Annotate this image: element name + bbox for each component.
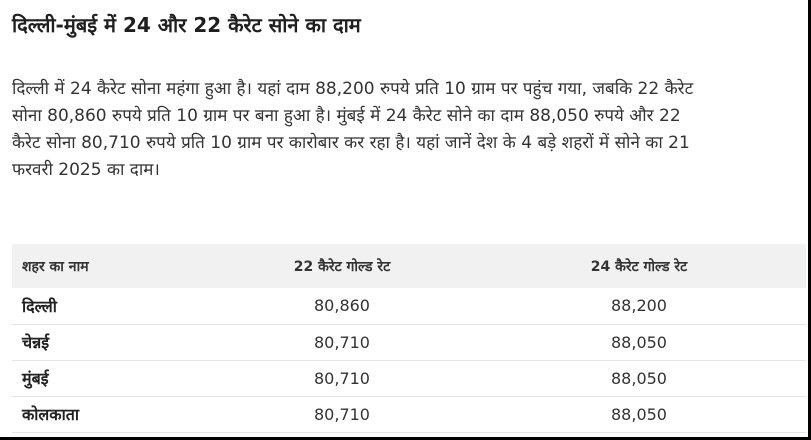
table-row: चेन्नई 80,710 88,050 [12,324,806,360]
rate-24k: 88,050 [611,332,667,352]
rate-22k: 80,860 [314,296,370,316]
table-body: दिल्ली 80,860 88,200 चेन्नई 80,710 88,05… [12,288,806,432]
rate-22k: 80,710 [314,404,370,424]
article-paragraph: दिल्ली में 24 कैरेट सोना महंगा हुआ है। य… [12,76,798,184]
table-row: कोलकाता 80,710 88,050 [12,396,806,432]
table-header: शहर का नाम 22 कैरेट गोल्ड रेट 24 कैरेट ग… [12,244,806,288]
city-name: मुंबई [22,369,49,388]
rate-22k: 80,710 [314,368,370,388]
rate-24k: 88,050 [611,404,667,424]
rate-24k: 88,200 [611,296,667,316]
rate-22k: 80,710 [314,332,370,352]
paragraph-line: कैरेट सोना 80,710 रुपये प्रति 10 ग्राम प… [12,133,690,153]
gold-rate-table: शहर का नाम 22 कैरेट गोल्ड रेट 24 कैरेट ग… [12,244,806,433]
table-header-row: शहर का नाम 22 कैरेट गोल्ड रेट 24 कैरेट ग… [12,244,806,288]
city-name: कोलकाता [22,405,79,424]
header-city: शहर का नाम [22,258,89,275]
city-name: दिल्ली [22,296,57,316]
header-22k-rate: 22 कैरेट गोल्ड रेट [293,258,391,275]
table-row: दिल्ली 80,860 88,200 [12,288,806,324]
rate-24k: 88,050 [611,368,667,388]
section-heading: दिल्ली-मुंबई में 24 और 22 कैरेट सोने का … [12,13,361,37]
paragraph-line: सोना 80,860 रुपये प्रति 10 ग्राम पर बना … [12,106,681,126]
table-row: मुंबई 80,710 88,050 [12,360,806,396]
city-name: चेन्नई [22,333,50,352]
header-24k-rate: 24 कैरेट गोल्ड रेट [590,258,688,275]
paragraph-line: फरवरी 2025 का दाम। [12,160,160,180]
paragraph-line: दिल्ली में 24 कैरेट सोना महंगा हुआ है। य… [12,79,694,99]
